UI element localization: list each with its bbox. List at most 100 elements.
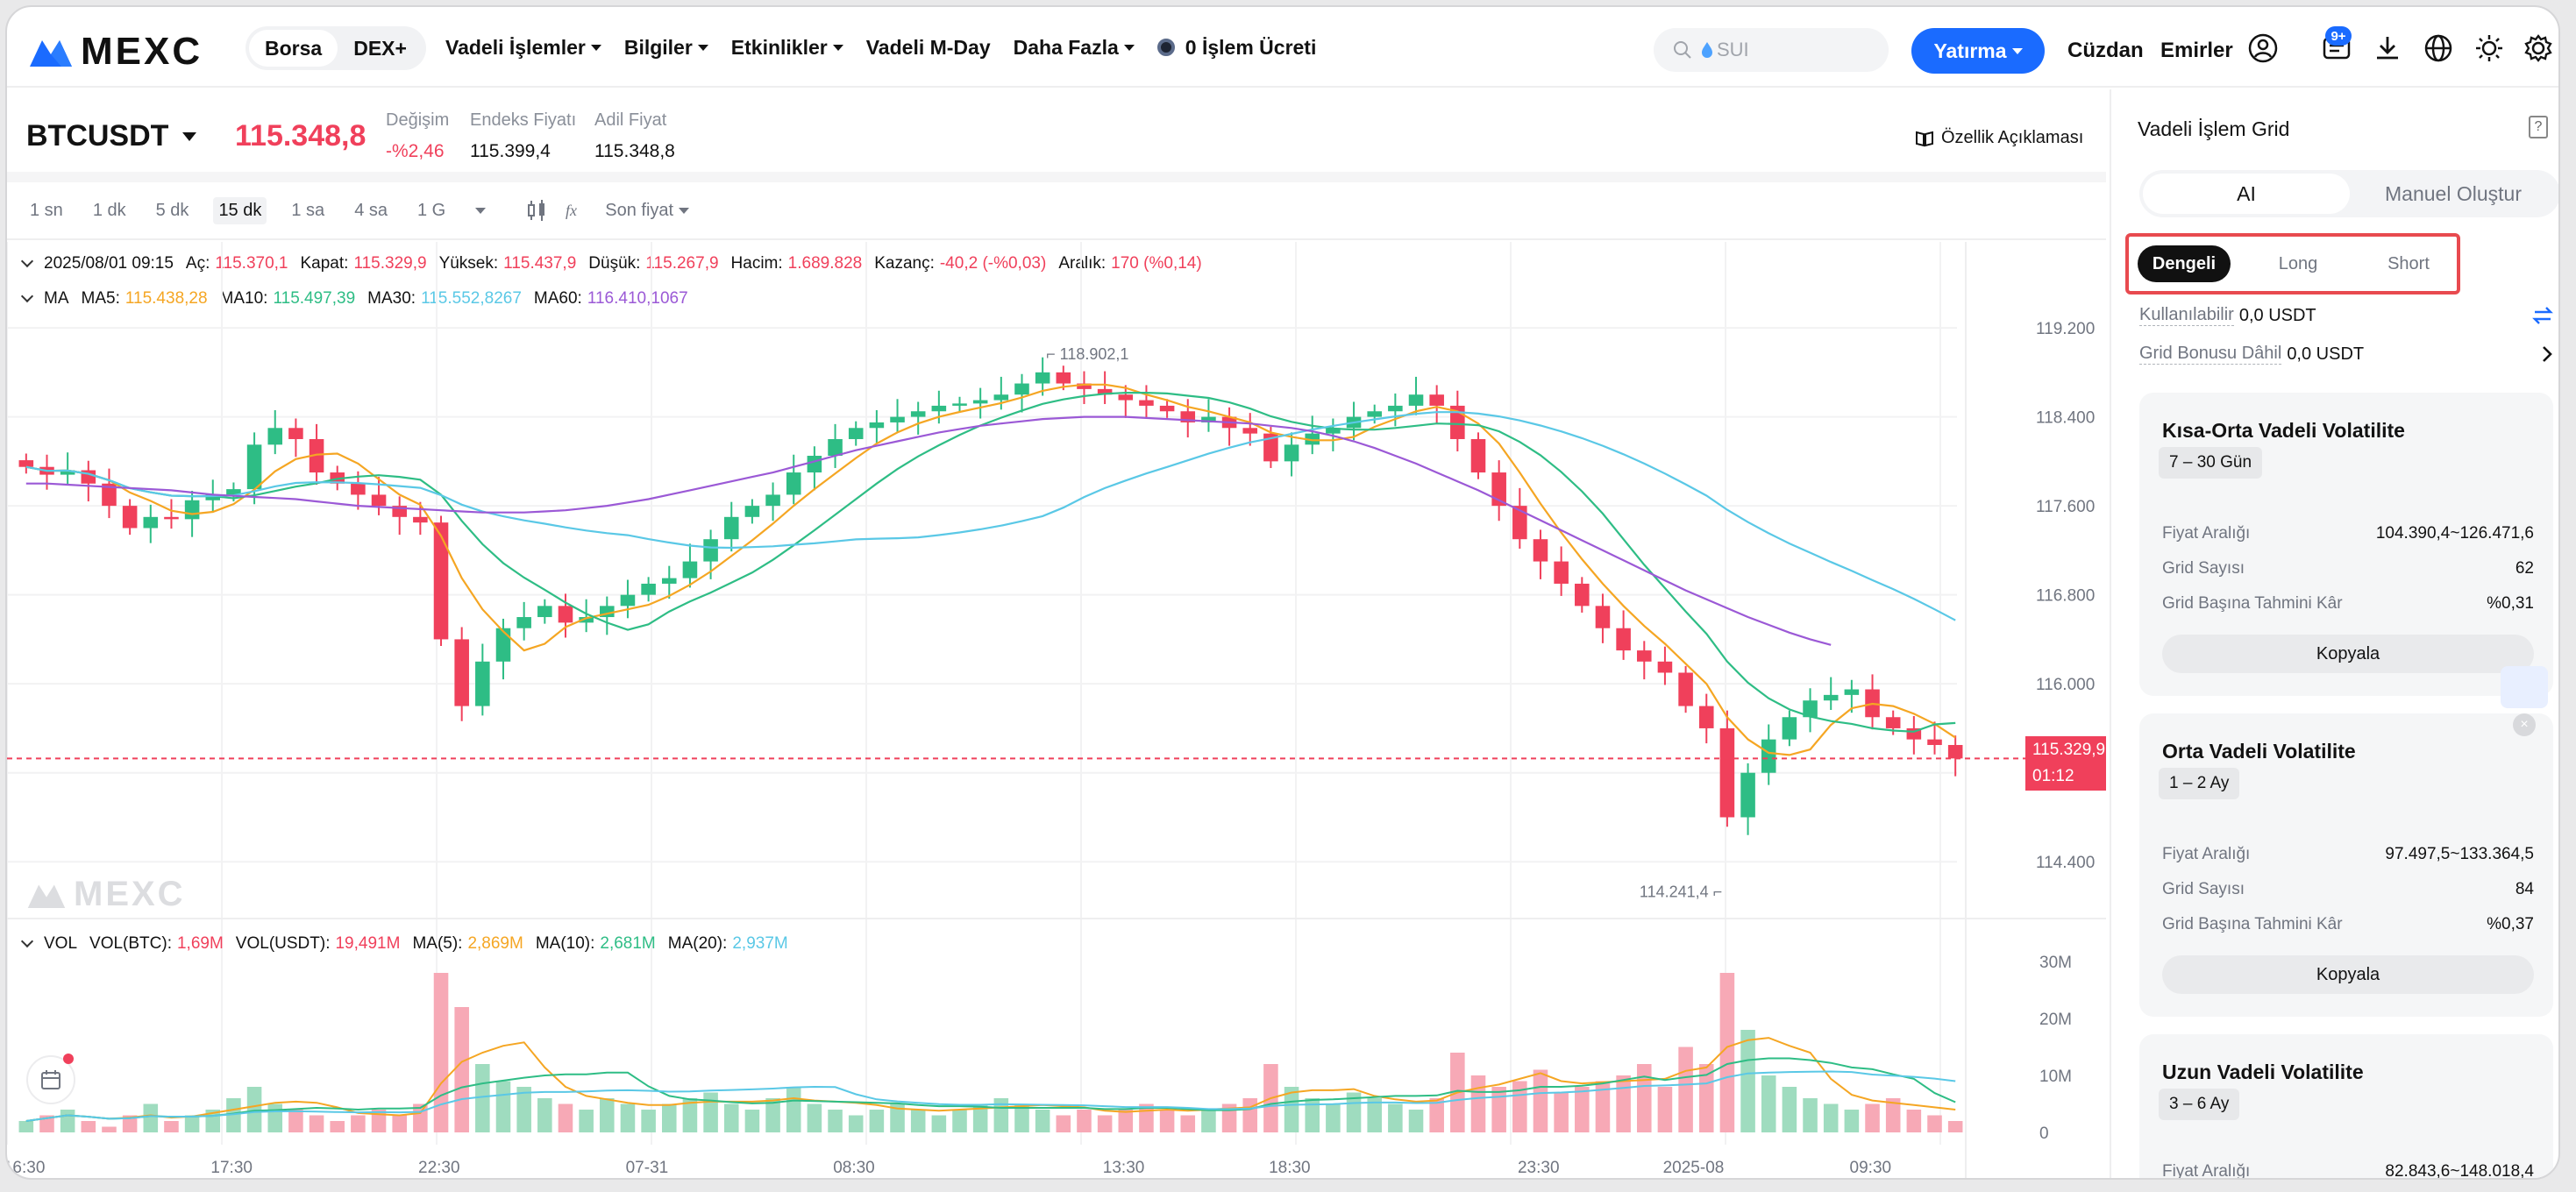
ohlc-time: 2025/08/01 09:15: [44, 254, 174, 273]
ma30-value: 115.552,8267: [421, 289, 522, 308]
menu-futures[interactable]: Vadeli İşlemler: [445, 36, 601, 60]
volume-bar: [1408, 1110, 1424, 1132]
volume-bar: [226, 1098, 241, 1132]
globe-icon[interactable]: [2423, 33, 2453, 63]
candle-body: [620, 594, 636, 607]
copy-button[interactable]: Kopyala: [2162, 635, 2534, 673]
ma60-label: MA60:: [533, 289, 582, 308]
candle-body: [1698, 706, 1714, 728]
menu-more[interactable]: Daha Fazla: [1014, 36, 1135, 60]
translate-widget-icon[interactable]: [2501, 666, 2548, 708]
volume-bar: [1284, 1087, 1299, 1132]
close-widget-icon[interactable]: ×: [2513, 713, 2536, 736]
card-grid-count-row: Grid Sayısı 62: [2162, 559, 2534, 578]
theme-sun-icon[interactable]: [2474, 33, 2504, 63]
svg-text:fx: fx: [566, 202, 577, 219]
current-price-value: 115.329,9: [2032, 741, 2106, 759]
volume-bar: [184, 1115, 200, 1132]
grid-strategy-card[interactable]: Kısa-Orta Vadeli Volatilite 7 – 30 Gün F…: [2139, 393, 2553, 696]
collapse-chevron-icon[interactable]: [20, 934, 34, 948]
tab-manual[interactable]: Manuel Oluştur: [2385, 182, 2522, 205]
volume-axis-label: 10M: [2039, 1068, 2072, 1086]
grid-strategy-card[interactable]: Orta Vadeli Volatilite 1 – 2 Ay Fiyat Ar…: [2139, 713, 2553, 1017]
candle-body: [1616, 628, 1631, 651]
segment-borsa[interactable]: Borsa: [249, 30, 338, 67]
low-value: 115.267,9: [645, 254, 719, 273]
grid-strategy-card[interactable]: Uzun Vadeli Volatilite 3 – 6 Ay Fiyat Ar…: [2139, 1034, 2553, 1178]
volume-bar: [972, 1103, 988, 1132]
deposit-button[interactable]: Yatırma: [1911, 28, 2045, 74]
menu-info[interactable]: Bilgiler: [624, 36, 708, 60]
candle-body: [246, 444, 262, 490]
timeframe-1m[interactable]: 1 dk: [92, 200, 126, 220]
symbol-name: BTCUSDT: [26, 119, 169, 153]
menu-zero-fee[interactable]: 0 İşlem Ücreti: [1156, 36, 1316, 60]
risk-long[interactable]: Long: [2278, 254, 2318, 273]
calendar-button[interactable]: [26, 1054, 75, 1104]
volume-bar: [1636, 1064, 1652, 1132]
orders-link[interactable]: Emirler: [2160, 39, 2233, 62]
transfer-icon[interactable]: [2532, 306, 2553, 325]
chevron-down-icon: [2011, 47, 2023, 54]
volume-bar: [81, 1121, 96, 1132]
price-chart[interactable]: 119.200 118.400 117.600 116.800 116.000 115.2…: [7, 242, 2106, 1180]
price-axis-label: 116.000: [2036, 676, 2095, 694]
user-icon[interactable]: [2248, 33, 2278, 63]
volume-bar: [246, 1087, 262, 1132]
grid-bonus-row[interactable]: Grid Bonusu Dâhil 0,0 USDT: [2139, 344, 2553, 365]
time-axis-label: 07-31: [626, 1159, 669, 1177]
timeframe-15m[interactable]: 15 dk: [213, 196, 267, 224]
vol-ma20-value: 2,937M: [732, 934, 788, 953]
index-price-stat: Endeks Fiyatı 115.399,4: [470, 110, 576, 162]
volume-bar: [164, 1121, 179, 1132]
volume-bar: [641, 1110, 656, 1132]
change-value: -%2,46: [386, 141, 445, 161]
candle-body: [1305, 433, 1320, 445]
fair-price-value: 115.348,8: [594, 141, 675, 161]
tab-ai[interactable]: AI: [2143, 174, 2350, 214]
help-icon[interactable]: ?: [2529, 116, 2548, 138]
indicator-fx-icon[interactable]: fx: [563, 198, 587, 223]
price-type-selector[interactable]: Son fiyat: [605, 201, 690, 221]
mexc-logo[interactable]: MEXC: [28, 30, 203, 74]
candle-body: [1326, 428, 1341, 434]
candle-body: [1782, 717, 1797, 740]
available-value: 0,0 USDT: [2238, 305, 2316, 325]
risk-balanced[interactable]: Dengeli: [2138, 245, 2231, 282]
timeframe-1h[interactable]: 1 sa: [291, 200, 325, 220]
volume-bar: [1201, 1110, 1216, 1132]
risk-mode-selector: Dengeli Long Short: [2125, 233, 2460, 294]
volume-bar: [744, 1110, 760, 1132]
risk-short[interactable]: Short: [2387, 254, 2430, 273]
deposit-label: Yatırma: [1933, 39, 2007, 62]
timeframe-4h[interactable]: 4 sa: [354, 200, 388, 220]
candle-type-icon[interactable]: [524, 198, 549, 223]
volume-bar: [579, 1110, 594, 1132]
segment-dex[interactable]: DEX+: [353, 36, 407, 60]
feature-description-link[interactable]: Özellik Açıklaması: [1915, 128, 2083, 148]
timeframe-5m[interactable]: 5 dk: [155, 200, 189, 220]
candle-body: [848, 428, 864, 439]
volume-bar: [1221, 1103, 1237, 1132]
timeframe-1d[interactable]: 1 G: [417, 200, 446, 220]
search-input[interactable]: SUI: [1654, 28, 1889, 72]
settings-gear-icon[interactable]: [2523, 33, 2553, 63]
wallet-link[interactable]: Cüzdan: [2067, 39, 2144, 62]
calendar-icon: [41, 1070, 60, 1089]
timeframe-more-icon[interactable]: [475, 207, 487, 214]
volume-axis-label: 0: [2039, 1125, 2049, 1143]
timeframe-1s[interactable]: 1 sn: [30, 200, 63, 220]
symbol-selector[interactable]: BTCUSDT: [26, 119, 197, 153]
candle-body: [1201, 416, 1216, 422]
ma-legend: MA MA5: 115.438,28 MA10: 115.497,39 MA30: 1…: [20, 289, 701, 309]
candle-body: [1118, 394, 1134, 401]
menu-events[interactable]: Etkinlikler: [731, 36, 843, 60]
candle-body: [371, 494, 387, 507]
volume-bar: [600, 1098, 615, 1132]
volume-bar: [931, 1115, 947, 1132]
copy-button[interactable]: Kopyala: [2162, 955, 2534, 994]
download-icon[interactable]: [2373, 33, 2402, 63]
profit-label: Grid Başına Tahmini Kâr: [2162, 594, 2343, 613]
volume-bar: [1595, 1081, 1611, 1132]
menu-mday[interactable]: Vadeli M-Day: [866, 36, 991, 60]
